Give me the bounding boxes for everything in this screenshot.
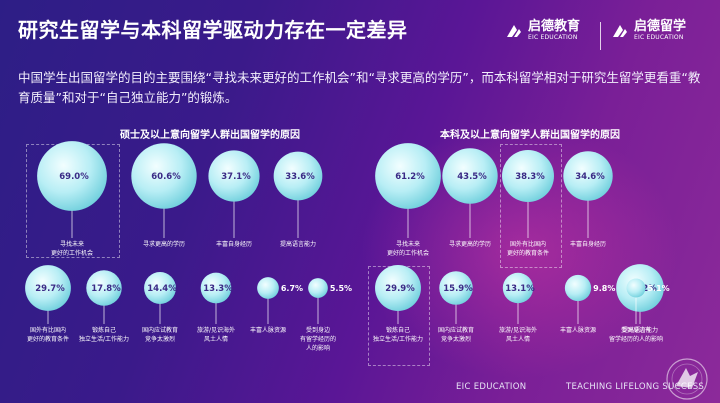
eic-logo-icon: [507, 24, 521, 37]
corner-seal-icon: [666, 358, 708, 400]
eic-logo-icon: [613, 24, 627, 37]
category-label-graduate-1: 更好的工作机会: [51, 249, 93, 257]
page-title: 研究生留学与本科留学驱动力存在一定差异: [18, 18, 408, 42]
bubble-undergrad-8: [502, 272, 534, 304]
category-label-graduate-3: 丰富自身经历: [216, 240, 252, 248]
logo-en-text: EIC EDUCATION: [634, 34, 684, 41]
bubble-undergrad-7: [439, 271, 473, 305]
bubble-value-graduate-4: 33.6%: [285, 172, 315, 182]
bubble-value-undergrad-9: 9.8%: [593, 284, 615, 293]
bubble-undergrad-10: [626, 278, 646, 298]
category-label-undergrad-7: 竞争太激烈: [441, 335, 471, 343]
category-label-undergrad-8: 风土人情: [506, 335, 530, 343]
bubble-graduate-1: [37, 141, 107, 211]
bubble-value-undergrad-6: 29.9%: [385, 284, 415, 294]
category-label-graduate-10: 受到身边: [306, 326, 330, 334]
category-label-graduate-5: 更好的教育条件: [27, 335, 69, 343]
category-label-graduate-4: 提高语言能力: [280, 240, 316, 248]
bubble-graduate-8: [200, 272, 232, 304]
bubble-undergrad-4: [563, 151, 613, 201]
bubble-value-graduate-3: 37.1%: [221, 172, 251, 182]
bubble-graduate-6: [86, 270, 122, 306]
bubble-value-undergrad-3: 38.3%: [515, 172, 545, 182]
logo-cn-text: 启德留学: [634, 19, 687, 34]
bubble-value-undergrad-4: 34.6%: [575, 172, 605, 182]
eic-study-abroad-logo: 启德留学 EIC EDUCATION: [610, 20, 686, 41]
category-label-graduate-7: 竞争太激烈: [145, 335, 175, 343]
bubble-value-graduate-8: 13.3%: [203, 284, 233, 294]
bubble-graduate-4: [273, 151, 323, 201]
category-label-graduate-8: 旅游/见识海外: [197, 326, 235, 334]
category-label-undergrad-10: 受到身边有: [621, 326, 651, 334]
bubble-value-graduate-5: 29.7%: [35, 284, 65, 294]
category-label-undergrad-2: 寻求更高的学历: [449, 240, 491, 248]
bubble-value-undergrad-7: 15.9%: [443, 284, 473, 294]
bubble-value-undergrad-8: 13.1%: [505, 284, 535, 294]
footer-left: EIC EDUCATION: [456, 382, 527, 392]
footer-right: TEACHING LIFELONG SUCCESS: [566, 382, 705, 392]
category-label-graduate-6: 独立生活/工作能力: [79, 335, 129, 343]
category-label-graduate-5: 国外有比国内: [30, 326, 66, 334]
category-label-graduate-7: 国内应试教育: [142, 326, 178, 334]
category-label-undergrad-5: 提高语言能力: [622, 326, 658, 334]
bubble-graduate-10: [308, 278, 328, 298]
highlight-box-undergrad-education: [500, 144, 562, 268]
category-label-undergrad-6: 锻炼自己: [386, 326, 410, 334]
chart-title-graduate: 硕士及以上意向留学人群出国留学的原因: [120, 130, 300, 141]
category-label-graduate-2: 寻求更高的学历: [143, 240, 185, 248]
bubble-undergrad-2: [442, 148, 498, 204]
category-label-graduate-1: 寻找未来: [60, 240, 84, 248]
category-label-undergrad-4: 丰富自身经历: [570, 240, 606, 248]
category-label-graduate-9: 丰富人脉资源: [250, 326, 286, 334]
category-label-undergrad-8: 旅游/见识海外: [499, 326, 537, 334]
bubble-graduate-3: [208, 150, 260, 202]
category-label-undergrad-3: 国外有比国内: [510, 240, 546, 248]
category-label-graduate-10: 有留学经历的: [300, 335, 336, 343]
bubble-value-graduate-1: 69.0%: [59, 172, 89, 182]
bubble-graduate-5: [25, 265, 71, 311]
bubble-value-graduate-6: 17.8%: [91, 284, 121, 294]
bubble-graduate-7: [144, 272, 176, 304]
category-label-undergrad-6: 独立生活/工作能力: [373, 335, 423, 343]
bubble-value-undergrad-10: 5.1%: [647, 284, 669, 293]
category-label-undergrad-1: 寻找未来: [396, 240, 420, 248]
bubble-value-undergrad-2: 43.5%: [457, 172, 487, 182]
intro-text: 中国学生出国留学的目的主要围绕“寻找未来更好的工作机会”和“寻求更高的学历”，而…: [18, 70, 701, 105]
logo-divider: [600, 22, 601, 50]
category-label-graduate-10: 人的影响: [306, 344, 330, 352]
logo-en-text: EIC EDUCATION: [528, 34, 578, 41]
chart-title-undergraduate: 本科及以上意向留学人群出国留学的原因: [440, 130, 620, 141]
bubble-undergrad-3: [502, 150, 554, 202]
bubble-graduate-9: [257, 277, 279, 299]
category-label-undergrad-10: 留学经历的人的影响: [609, 335, 663, 343]
bubble-value-graduate-7: 14.4%: [147, 284, 177, 294]
bubble-undergrad-1: [375, 143, 441, 209]
bubble-undergrad-9: [564, 274, 592, 302]
category-label-undergrad-1: 更好的工作机会: [387, 249, 429, 257]
eic-education-logo: 启德教育 EIC EDUCATION: [504, 20, 580, 41]
bubble-value-graduate-2: 60.6%: [151, 172, 181, 182]
category-label-undergrad-7: 国内应试教育: [438, 326, 474, 334]
bubble-graduate-2: [131, 143, 197, 209]
category-label-graduate-6: 锻炼自己: [92, 326, 116, 334]
bubble-value-graduate-10: 5.5%: [330, 284, 352, 293]
category-label-undergrad-9: 丰富人脉资源: [560, 326, 596, 334]
bubble-value-undergrad-1: 61.2%: [395, 172, 425, 182]
bubble-undergrad-6: [375, 265, 421, 311]
logo-cn-text: 启德教育: [528, 19, 581, 34]
category-label-graduate-8: 风土人情: [204, 335, 228, 343]
category-label-undergrad-3: 更好的教育条件: [507, 249, 549, 257]
bubble-value-graduate-9: 6.7%: [281, 284, 303, 293]
